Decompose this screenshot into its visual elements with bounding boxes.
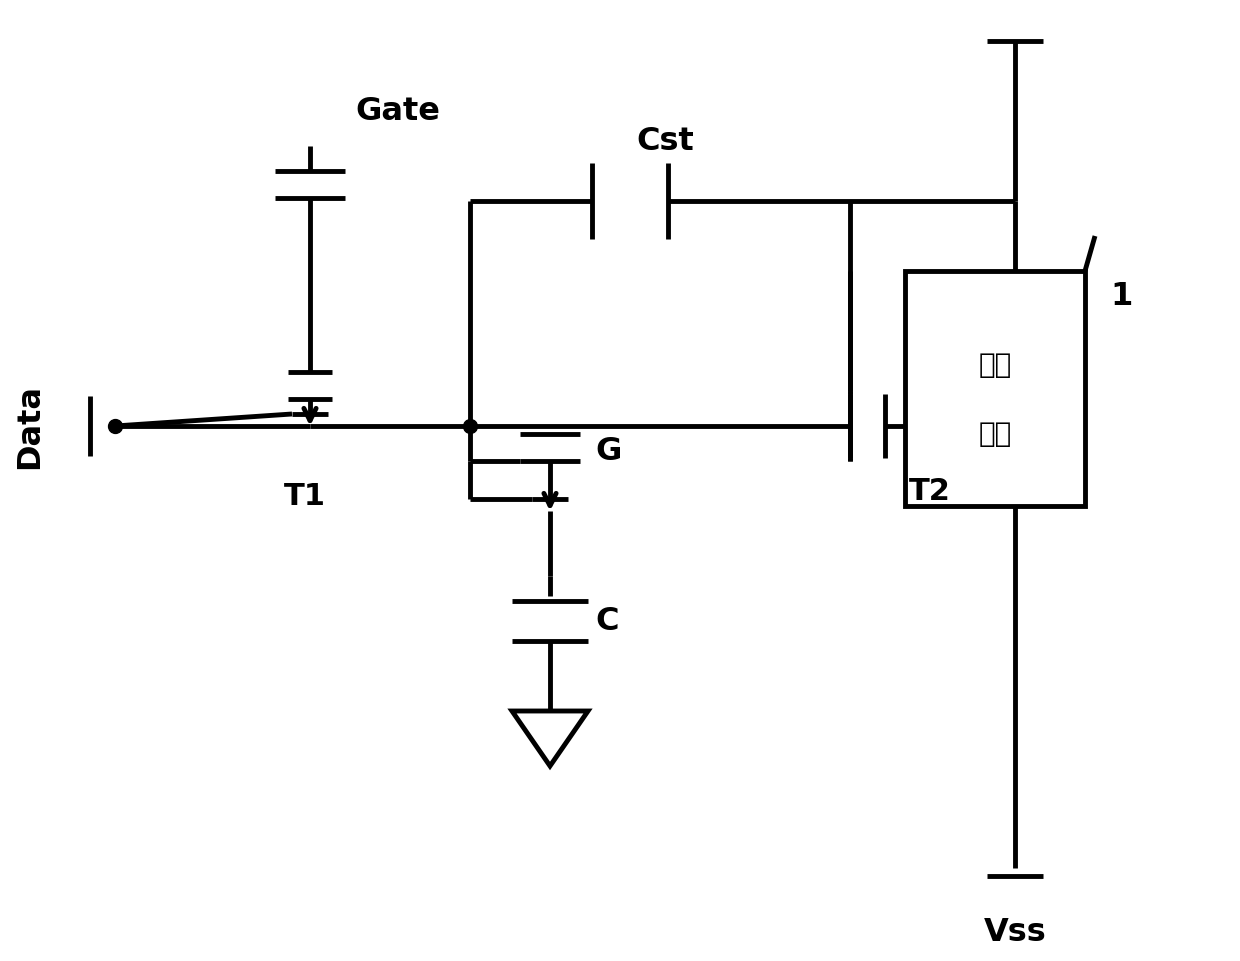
Text: VDD: VDD: [975, 0, 1055, 7]
Text: 元件: 元件: [978, 420, 1012, 448]
Text: Gate: Gate: [355, 96, 440, 128]
Bar: [905, 272, 1085, 506]
Text: 发光: 发光: [978, 351, 1012, 379]
Text: T1: T1: [284, 481, 326, 510]
Text: T2: T2: [909, 477, 951, 505]
Text: C: C: [595, 605, 619, 637]
Text: Vss: Vss: [983, 916, 1047, 947]
Text: Cst: Cst: [636, 126, 694, 157]
Text: G: G: [595, 436, 621, 467]
Text: Data: Data: [14, 384, 45, 469]
Text: 1: 1: [1110, 282, 1132, 312]
